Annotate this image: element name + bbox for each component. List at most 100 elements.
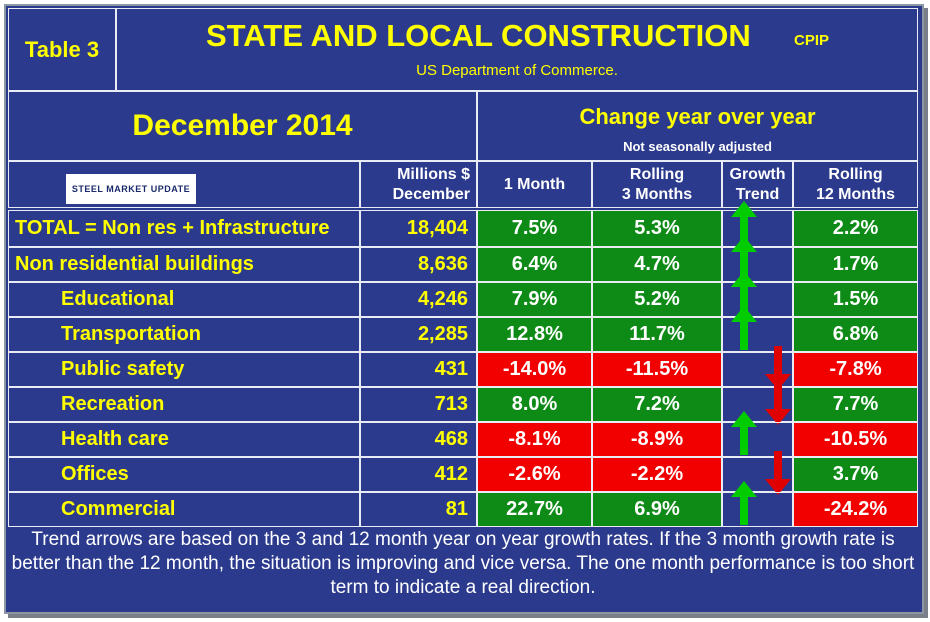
row-rolling3: 4.7% bbox=[592, 247, 722, 282]
up-arrow-shape bbox=[731, 306, 757, 350]
row-millions: 8,636 bbox=[360, 247, 477, 282]
down-arrow-shape bbox=[765, 451, 791, 495]
col-growth-line2: Trend bbox=[735, 185, 780, 203]
row-growth bbox=[722, 457, 793, 492]
row-rolling12: -24.2% bbox=[793, 492, 918, 527]
row-label: Offices bbox=[8, 457, 360, 492]
title-block bbox=[116, 8, 918, 91]
down-arrow-icon bbox=[765, 451, 791, 495]
table-label-text: Table 3 bbox=[24, 36, 100, 62]
row-rolling12: 1.5% bbox=[793, 282, 918, 317]
col-millions-line1: Millions $ bbox=[397, 165, 470, 183]
row-label: TOTAL = Non res + Infrastructure bbox=[8, 210, 360, 247]
row-1month: -8.1% bbox=[477, 422, 592, 457]
row-rolling12: -7.8% bbox=[793, 352, 918, 387]
row-growth bbox=[722, 387, 793, 422]
row-label: Recreation bbox=[8, 387, 360, 422]
col-1month-label: 1 Month bbox=[503, 175, 566, 193]
period-cell: December 2014 bbox=[8, 91, 477, 161]
row-growth bbox=[722, 492, 793, 527]
up-arrow-icon bbox=[731, 481, 757, 525]
page-title: STATE AND LOCAL CONSTRUCTION bbox=[206, 18, 751, 53]
col-rolling12-line2: 12 Months bbox=[815, 185, 896, 203]
row-millions: 468 bbox=[360, 422, 477, 457]
row-growth bbox=[722, 282, 793, 317]
row-rolling12: 1.7% bbox=[793, 247, 918, 282]
row-growth bbox=[722, 317, 793, 352]
col-millions-line2: December bbox=[392, 185, 470, 203]
row-growth bbox=[722, 422, 793, 457]
down-arrow-shape bbox=[765, 346, 791, 390]
row-rolling12: -10.5% bbox=[793, 422, 918, 457]
table-label: Table 3 bbox=[8, 8, 116, 91]
row-rolling3: 6.9% bbox=[592, 492, 722, 527]
source-text: US Department of Commerce. bbox=[416, 62, 618, 79]
col-rolling3-line2: 3 Months bbox=[621, 185, 693, 203]
change-heading-cell bbox=[477, 91, 918, 161]
row-rolling12: 7.7% bbox=[793, 387, 918, 422]
row-rolling12: 2.2% bbox=[793, 210, 918, 247]
up-arrow-shape bbox=[731, 236, 757, 280]
row-rolling3: 5.3% bbox=[592, 210, 722, 247]
row-millions: 18,404 bbox=[360, 210, 477, 247]
row-rolling12: 3.7% bbox=[793, 457, 918, 492]
col-header-rolling3: Rolling 3 Months bbox=[592, 161, 722, 208]
logo-text: STEEL MARKET UPDATE bbox=[71, 184, 191, 194]
row-1month: 6.4% bbox=[477, 247, 592, 282]
row-millions: 713 bbox=[360, 387, 477, 422]
col-header-growth: Growth Trend bbox=[722, 161, 793, 208]
row-millions: 2,285 bbox=[360, 317, 477, 352]
col-growth-line1: Growth bbox=[729, 165, 786, 183]
row-rolling3: -11.5% bbox=[592, 352, 722, 387]
row-millions: 431 bbox=[360, 352, 477, 387]
row-1month: 12.8% bbox=[477, 317, 592, 352]
row-growth bbox=[722, 210, 793, 247]
row-rolling3: -2.2% bbox=[592, 457, 722, 492]
steel-market-update-logo: STEEL MARKET UPDATE bbox=[66, 174, 196, 204]
col-header-1month: 1 Month bbox=[477, 161, 592, 208]
row-millions: 81 bbox=[360, 492, 477, 527]
row-label: Educational bbox=[8, 282, 360, 317]
down-arrow-shape bbox=[765, 381, 791, 425]
row-label: Non residential buildings bbox=[8, 247, 360, 282]
logo-cell bbox=[8, 161, 360, 208]
row-1month: -2.6% bbox=[477, 457, 592, 492]
col-header-rolling12: Rolling 12 Months bbox=[793, 161, 918, 208]
up-arrow-shape bbox=[731, 271, 757, 315]
row-rolling3: 11.7% bbox=[592, 317, 722, 352]
row-rolling12: 6.8% bbox=[793, 317, 918, 352]
row-1month: 8.0% bbox=[477, 387, 592, 422]
up-arrow-shape bbox=[731, 201, 757, 245]
row-millions: 412 bbox=[360, 457, 477, 492]
up-arrow-icon bbox=[731, 236, 757, 280]
footnote: Trend arrows are based on the 3 and 12 m… bbox=[11, 529, 915, 598]
row-1month: 7.5% bbox=[477, 210, 592, 247]
up-arrow-icon bbox=[731, 306, 757, 350]
up-arrow-shape bbox=[731, 411, 757, 455]
change-heading: Change year over year bbox=[579, 104, 816, 129]
row-label: Health care bbox=[8, 422, 360, 457]
row-label: Transportation bbox=[8, 317, 360, 352]
row-growth bbox=[722, 247, 793, 282]
row-1month: 22.7% bbox=[477, 492, 592, 527]
up-arrow-icon bbox=[731, 271, 757, 315]
row-rolling3: 5.2% bbox=[592, 282, 722, 317]
row-rolling3: -8.9% bbox=[592, 422, 722, 457]
row-1month: 7.9% bbox=[477, 282, 592, 317]
change-subheading: Not seasonally adjusted bbox=[623, 139, 772, 154]
up-arrow-icon bbox=[731, 201, 757, 245]
row-growth bbox=[722, 352, 793, 387]
row-1month: -14.0% bbox=[477, 352, 592, 387]
row-label: Public safety bbox=[8, 352, 360, 387]
row-label: Commercial bbox=[8, 492, 360, 527]
up-arrow-icon bbox=[731, 411, 757, 455]
col-header-millions: Millions $ December bbox=[360, 161, 477, 208]
table-frame: Table 3 STATE AND LOCAL CONSTRUCTION CPI… bbox=[4, 4, 924, 614]
down-arrow-icon bbox=[765, 381, 791, 425]
down-arrow-icon bbox=[765, 346, 791, 390]
period-title: December 2014 bbox=[132, 109, 353, 142]
row-millions: 4,246 bbox=[360, 282, 477, 317]
row-rolling3: 7.2% bbox=[592, 387, 722, 422]
col-rolling12-line1: Rolling bbox=[828, 165, 883, 183]
up-arrow-shape bbox=[731, 481, 757, 525]
